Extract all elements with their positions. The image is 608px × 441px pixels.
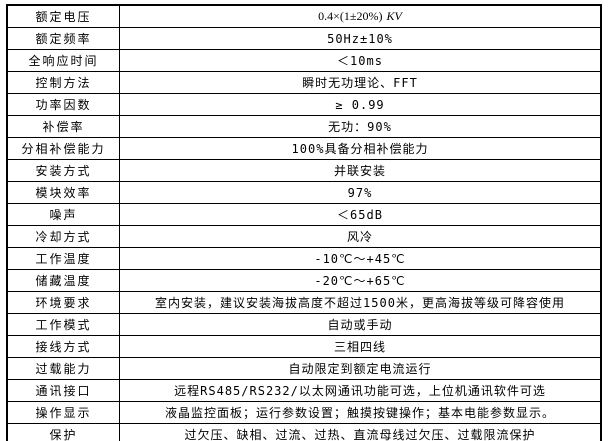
spec-value: 室内安装，建议安装海拔高度不超过1500米，更高海拔等级可降容使用: [119, 291, 602, 314]
spec-label: 冷却方式: [6, 225, 120, 248]
spec-table: 额定电压 0.4×(1±20%) KV 额定频率 50Hz±10% 全响应时间 ＜10ms 控…: [6, 4, 602, 441]
table-row: 工作模式 自动或手动: [6, 313, 602, 336]
spec-value: 并联安装: [119, 159, 602, 182]
spec-value: 97%: [119, 181, 602, 204]
spec-label: 补偿率: [6, 115, 120, 138]
spec-value: 100%具备分相补偿能力: [119, 137, 602, 160]
spec-value-unit: KV: [386, 9, 402, 23]
spec-value: ＜65dB: [119, 203, 602, 226]
spec-label: 储藏温度: [6, 269, 120, 292]
table-row: 额定电压 0.4×(1±20%) KV: [6, 4, 602, 28]
spec-label: 全响应时间: [6, 49, 120, 72]
spec-value: 瞬时无功理论、FFT: [119, 71, 602, 94]
spec-label: 环境要求: [6, 291, 120, 314]
spec-label: 工作温度: [6, 247, 120, 270]
spec-value: -10℃～+45℃: [119, 247, 602, 270]
table-row: 操作显示 液晶监控面板；运行参数设置；触摸按键操作；基本电能参数显示。: [6, 401, 602, 424]
table-row: 通讯接口 远程RS485/RS232/以太网通讯功能可选，上位机通讯软件可选: [6, 379, 602, 402]
spec-label: 分相补偿能力: [6, 137, 120, 160]
table-row: 环境要求 室内安装，建议安装海拔高度不超过1500米，更高海拔等级可降容使用: [6, 291, 602, 314]
spec-label: 额定电压: [6, 4, 120, 28]
table-row: 分相补偿能力 100%具备分相补偿能力: [6, 137, 602, 160]
spec-label: 控制方法: [6, 71, 120, 94]
spec-value: 50Hz±10%: [119, 27, 602, 50]
table-row: 冷却方式 风冷: [6, 225, 602, 248]
table-row: 补偿率 无功：90%: [6, 115, 602, 138]
spec-label: 操作显示: [6, 401, 120, 424]
table-row: 工作温度 -10℃～+45℃: [6, 247, 602, 270]
table-row: 功率因数 ≥ 0.99: [6, 93, 602, 116]
table-row: 过载能力 自动限定到额定电流运行: [6, 357, 602, 380]
table-row: 模块效率 97%: [6, 181, 602, 204]
spec-label: 接线方式: [6, 335, 120, 358]
spec-label: 模块效率: [6, 181, 120, 204]
table-row: 储藏温度 -20℃～+65℃: [6, 269, 602, 292]
spec-value: 风冷: [119, 225, 602, 248]
spec-value: 远程RS485/RS232/以太网通讯功能可选，上位机通讯软件可选: [119, 379, 602, 402]
spec-label: 额定频率: [6, 27, 120, 50]
spec-label: 保护: [6, 423, 120, 441]
spec-label: 工作模式: [6, 313, 120, 336]
spec-value: 无功：90%: [119, 115, 602, 138]
table-row: 保护 过欠压、缺相、过流、过热、直流母线过欠压、过载限流保护: [6, 423, 602, 441]
spec-value: 自动或手动: [119, 313, 602, 336]
table-row: 接线方式 三相四线: [6, 335, 602, 358]
table-row: 控制方法 瞬时无功理论、FFT: [6, 71, 602, 94]
table-row: 额定频率 50Hz±10%: [6, 27, 602, 50]
spec-label: 通讯接口: [6, 379, 120, 402]
spec-value: 自动限定到额定电流运行: [119, 357, 602, 380]
spec-label: 过载能力: [6, 357, 120, 380]
spec-value: 液晶监控面板；运行参数设置；触摸按键操作；基本电能参数显示。: [119, 401, 602, 424]
spec-value: ≥ 0.99: [119, 93, 602, 116]
table-row: 全响应时间 ＜10ms: [6, 49, 602, 72]
table-row: 安装方式 并联安装: [6, 159, 602, 182]
spec-label: 噪声: [6, 203, 120, 226]
spec-value: -20℃～+65℃: [119, 269, 602, 292]
spec-value: 0.4×(1±20%) KV: [119, 4, 602, 28]
spec-label: 功率因数: [6, 93, 120, 116]
spec-value-text: 0.4×(1±20%): [318, 9, 383, 23]
spec-value: 过欠压、缺相、过流、过热、直流母线过欠压、过载限流保护: [119, 423, 602, 441]
spec-label: 安装方式: [6, 159, 120, 182]
spec-value: 三相四线: [119, 335, 602, 358]
table-row: 噪声 ＜65dB: [6, 203, 602, 226]
spec-value: ＜10ms: [119, 49, 602, 72]
